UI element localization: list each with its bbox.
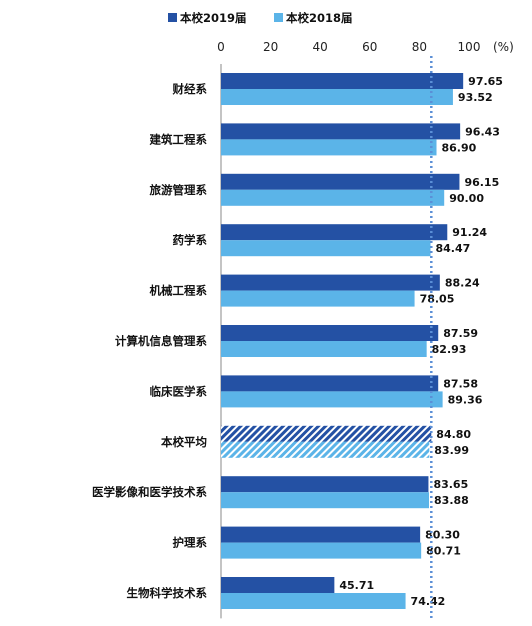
category-label: 药学系: [173, 233, 208, 247]
bar-2018: [221, 441, 430, 458]
data-label-2019: 96.43: [465, 125, 500, 138]
data-label-2019: 83.65: [433, 478, 468, 491]
bar-2019: [221, 173, 460, 190]
data-label-2019: 87.58: [443, 377, 478, 390]
bar-2018: [221, 492, 430, 509]
data-label-2018: 80.71: [426, 545, 461, 558]
data-label-2019: 91.24: [452, 226, 487, 239]
bar-2019: [221, 476, 429, 493]
x-tick-label: 40: [313, 40, 328, 54]
data-label-2019: 45.71: [339, 579, 374, 592]
x-axis-ticks: 0 20 40 60 80 100: [217, 40, 480, 54]
bars: [221, 73, 464, 609]
bar-2019: [221, 274, 440, 291]
bar-2018: [221, 290, 415, 307]
bar-2018: [221, 139, 437, 156]
data-label-2018: 82.93: [432, 343, 467, 356]
bar-2018: [221, 189, 445, 206]
legend-label-2018: 本校2018届: [286, 11, 353, 25]
data-label-2018: 78.05: [420, 293, 455, 306]
legend-swatch-2019: [168, 13, 177, 22]
x-tick-label: 20: [263, 40, 278, 54]
data-label-2019: 84.80: [436, 428, 471, 441]
data-label-2018: 93.52: [458, 91, 493, 104]
bar-2019: [221, 375, 439, 392]
bar-2018: [221, 593, 406, 609]
category-label: 计算机信息管理系: [115, 334, 207, 348]
category-label: 生物科学技术系: [127, 586, 208, 600]
legend: 本校2019届 本校2018届: [168, 11, 353, 25]
bar-2018: [221, 341, 427, 357]
x-tick-label: 0: [217, 40, 225, 54]
x-tick-label: 100: [458, 40, 481, 54]
bar-2019: [221, 526, 421, 543]
legend-swatch-2018: [274, 13, 283, 22]
data-labels: 97.65 93.52 96.43 86.90 96.15 90.00 91.24 84.47…: [339, 75, 503, 608]
category-labels: 财经系建筑工程系旅游管理系药学系机械工程系计算机信息管理系临床医学系本校平均医学…: [92, 82, 207, 600]
x-tick-label: 80: [412, 40, 427, 54]
bar-2019: [221, 325, 439, 341]
axis-unit-label: (%): [493, 40, 514, 54]
category-label: 本校平均: [161, 435, 207, 449]
bar-2018: [221, 391, 443, 408]
bar-2019: [221, 577, 335, 593]
data-label-2018: 84.47: [435, 242, 470, 255]
bar-2018: [221, 89, 453, 105]
data-label-2018: 83.88: [434, 494, 469, 507]
x-tick-label: 60: [362, 40, 377, 54]
bar-2018: [221, 542, 422, 559]
data-label-2018: 89.36: [448, 393, 483, 406]
data-label-2019: 87.59: [443, 327, 478, 340]
category-label: 旅游管理系: [150, 183, 208, 197]
data-label-2019: 80.30: [425, 529, 460, 542]
bar-2019: [221, 73, 464, 89]
bar-2018: [221, 240, 431, 257]
category-label: 护理系: [173, 536, 208, 550]
category-label: 财经系: [172, 82, 208, 96]
bar-2019: [221, 224, 448, 241]
category-label: 建筑工程系: [150, 132, 208, 146]
category-label: 临床医学系: [150, 384, 208, 398]
data-label-2018: 86.90: [442, 141, 477, 154]
data-label-2018: 83.99: [434, 444, 469, 457]
data-label-2018: 90.00: [449, 192, 484, 205]
legend-label-2019: 本校2019届: [180, 11, 247, 25]
data-label-2019: 96.15: [464, 176, 499, 189]
bar-2019: [221, 425, 432, 442]
bar-2019: [221, 123, 461, 140]
data-label-2019: 97.65: [468, 75, 503, 88]
data-label-2018: 74.42: [411, 595, 446, 608]
data-label-2019: 88.24: [445, 277, 480, 290]
category-label: 医学影像和医学技术系: [92, 485, 207, 499]
category-label: 机械工程系: [150, 284, 208, 298]
